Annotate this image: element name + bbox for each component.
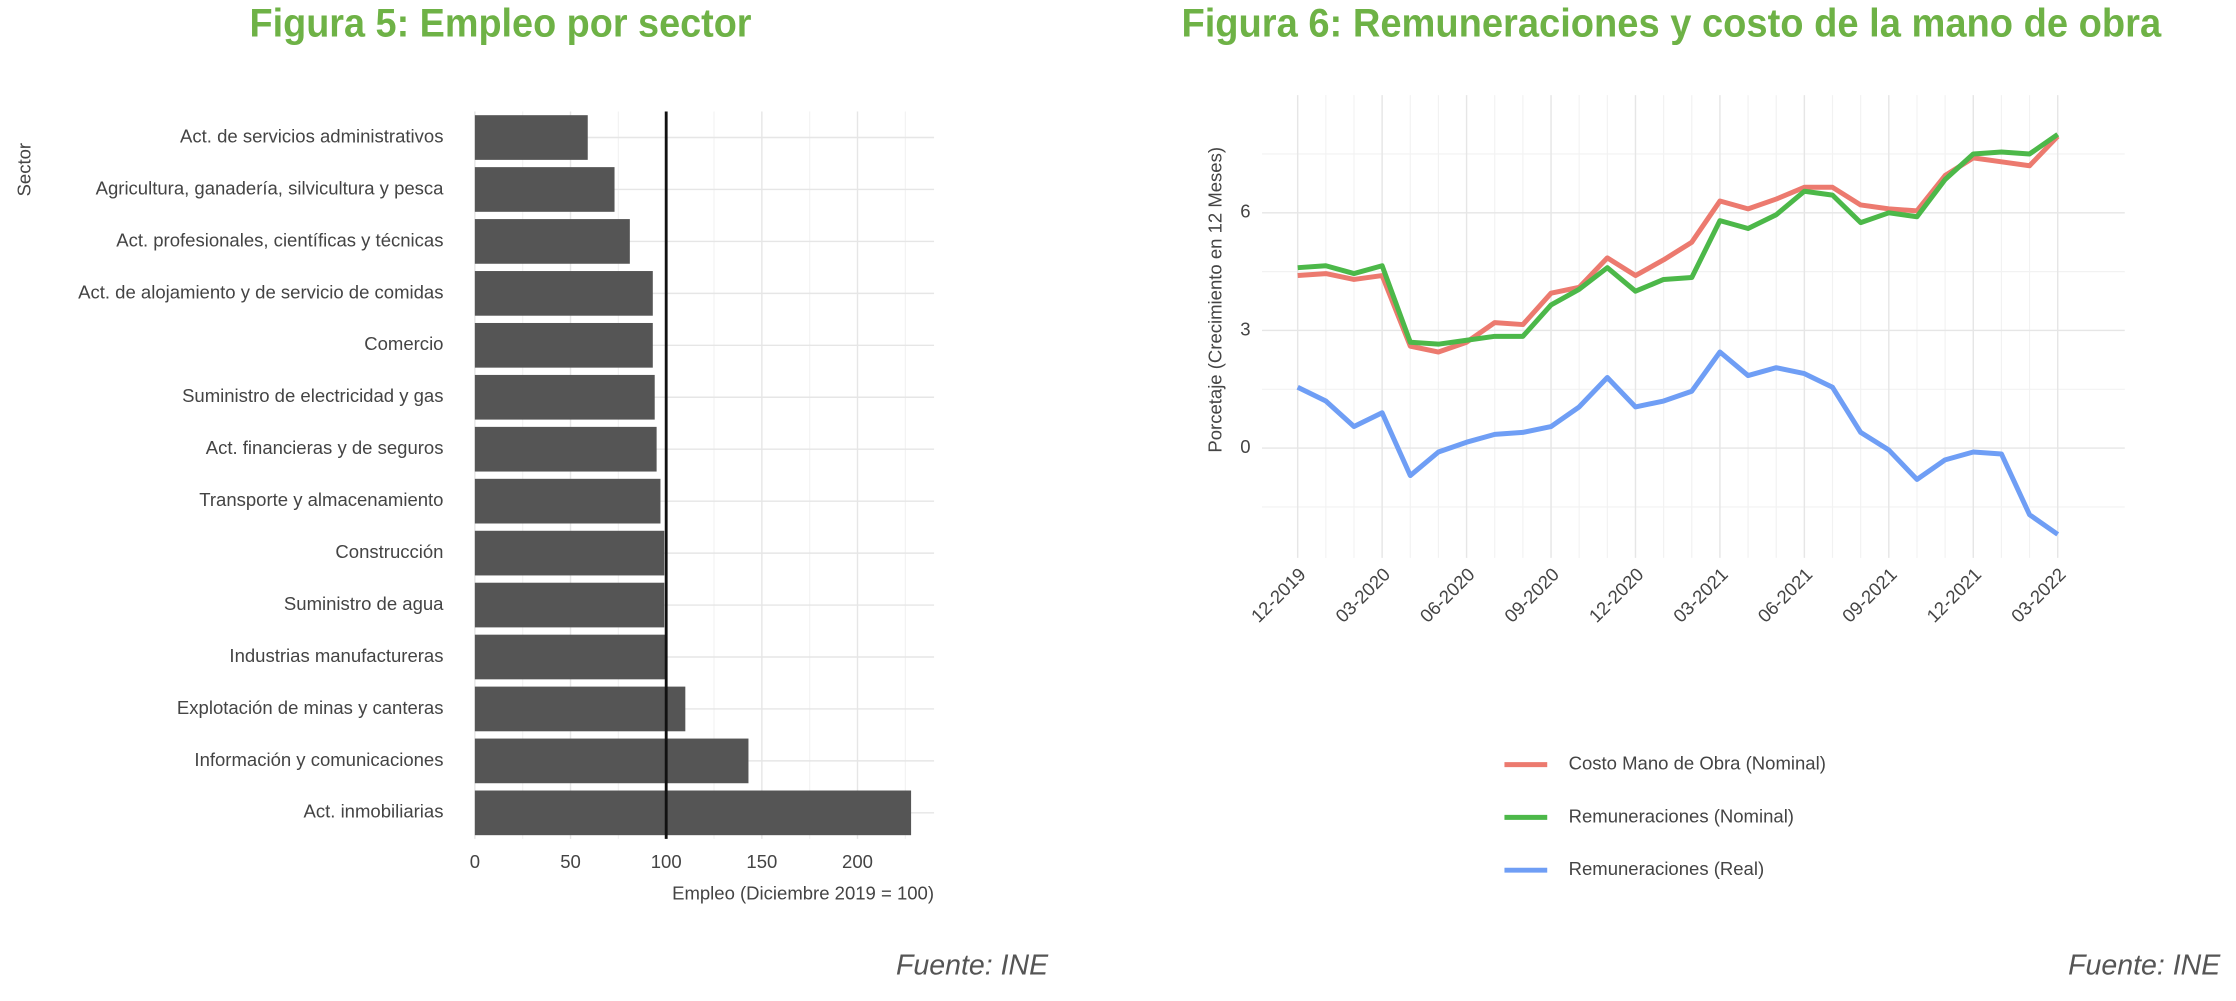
y-tick-label: Agricultura, ganadería, silvicultura y p…: [96, 177, 445, 198]
bar: [474, 167, 615, 212]
x-tick-label: 150: [746, 851, 777, 872]
x-tick-label: 100: [651, 851, 682, 872]
y-tick-label: Industrias manufactureras: [229, 645, 443, 666]
x-tick-label: 0: [470, 851, 480, 872]
y-tick-label: Explotación de minas y canteras: [177, 697, 444, 718]
line-series: [1297, 132, 2060, 347]
bar: [474, 478, 661, 524]
x-tick-label: 50: [560, 851, 581, 872]
legend-label: Remuneraciones (Nominal): [1569, 805, 1794, 826]
bar: [474, 271, 653, 316]
y-tick-label: Información y comunicaciones: [194, 749, 443, 770]
x-tick-label: 06-2021: [1753, 564, 1816, 627]
x-axis-label: Empleo (Diciembre 2019 = 100): [672, 882, 934, 903]
y-tick-label: 6: [1240, 201, 1250, 222]
bar: [474, 426, 657, 472]
bar: [474, 219, 630, 264]
bar: [474, 530, 665, 576]
y-tick-label: Act. de servicios administrativos: [180, 125, 443, 146]
x-tick-label: 12-2019: [1247, 564, 1310, 627]
x-tick-label: 03-2022: [2007, 564, 2070, 627]
y-tick-label: Act. de alojamiento y de servicio de com…: [78, 281, 443, 302]
y-tick-label: Transporte y almacenamiento: [199, 489, 443, 510]
chart-title: Figura 6: Remuneraciones y costo de la m…: [1181, 2, 2161, 46]
legend-label: Remuneraciones (Real): [1569, 858, 1765, 879]
y-tick-label: Construcción: [335, 541, 443, 562]
bar: [474, 374, 655, 420]
x-tick-label: 200: [842, 851, 873, 872]
bar: [474, 790, 912, 836]
y-tick-label: Act. profesionales, científicas y técnic…: [116, 229, 443, 250]
x-tick-label: 09-2020: [1500, 564, 1563, 627]
bar: [474, 115, 588, 160]
y-tick-label: Suministro de electricidad y gas: [182, 385, 443, 406]
x-tick-label: 03-2021: [1669, 564, 1732, 627]
x-tick-label: 06-2020: [1416, 564, 1479, 627]
y-tick-label: Comercio: [364, 333, 443, 354]
bar: [474, 322, 653, 368]
line-series: [1297, 134, 2060, 355]
chart-title: Figura 5: Empleo por sector: [250, 2, 752, 46]
line-series: [1296, 349, 2060, 537]
y-tick-label: Act. financieras y de seguros: [206, 437, 444, 458]
bar: [474, 686, 686, 732]
x-tick-label: 03-2020: [1331, 564, 1394, 627]
source: Fuente: INE: [896, 950, 1049, 982]
x-tick-label: 12-2020: [1585, 564, 1648, 627]
bar: [474, 582, 665, 628]
x-tick-label: 12-2021: [1922, 564, 1985, 627]
x-tick-label: 09-2021: [1838, 564, 1901, 627]
source: Fuente: INE: [2068, 950, 2221, 982]
y-tick-label: Suministro de agua: [284, 593, 444, 614]
y-tick-label: 0: [1240, 436, 1250, 457]
y-axis-label: Porcetaje (Crecimiento en 12 Meses): [1204, 147, 1225, 453]
bar: [474, 634, 667, 680]
legend-label: Costo Mano de Obra (Nominal): [1569, 753, 1826, 774]
y-tick-label: Act. inmobiliarias: [304, 801, 444, 822]
bar: [474, 738, 749, 784]
y-tick-label: 3: [1240, 318, 1250, 339]
y-axis-label: Sector: [14, 143, 35, 197]
